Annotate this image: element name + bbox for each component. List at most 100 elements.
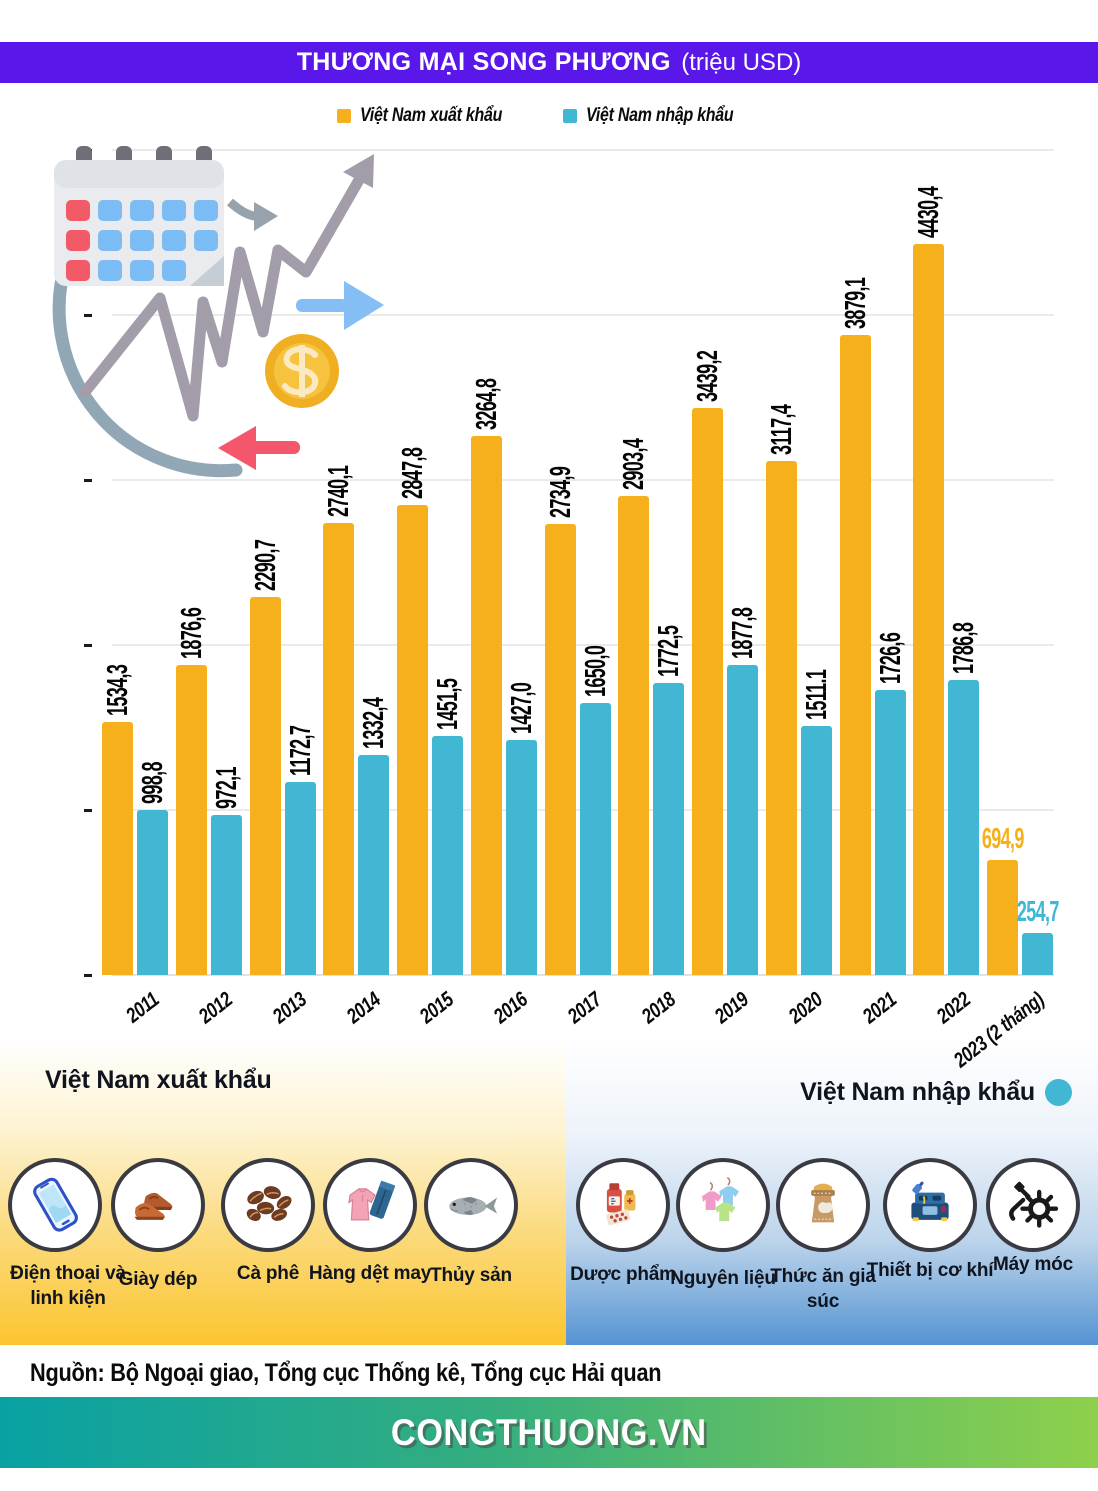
import-product-circle: [676, 1158, 770, 1252]
export-bar-label: 1876,6: [175, 607, 208, 659]
import-bar: [580, 703, 611, 975]
source-text: Nguồn: Bộ Ngoại giao, Tổng cục Thống kê,…: [30, 1359, 662, 1387]
calendar-icon: [54, 146, 224, 286]
x-axis-label: 2015: [415, 988, 459, 1029]
animal-feed-icon: [811, 1183, 835, 1223]
export-product-circle: [323, 1158, 417, 1252]
y-axis-tick: [84, 479, 92, 482]
trade-trend-illustration-icon: [52, 146, 384, 478]
export-bar-label: 2734,9: [544, 466, 577, 518]
legend-item-import: Việt Nam nhập khẩu: [562, 105, 762, 127]
x-axis-label: 2022: [932, 988, 975, 1029]
machinery-icon: [1009, 1181, 1059, 1228]
export-bar-label: 4430,4: [912, 186, 945, 238]
zigzag-growth-arrow-icon: [79, 154, 374, 422]
x-axis-label: 2021: [858, 988, 901, 1029]
import-product-label: Thiết bị cơ khí: [866, 1260, 994, 1281]
footer-bar: CONGTHUONG.VN: [0, 1397, 1098, 1468]
import-section-heading: Việt Nam nhập khẩu: [800, 1078, 1035, 1106]
blue-right-arrow-icon: [296, 281, 384, 330]
import-bar: [875, 690, 906, 975]
y-axis-tick: [84, 314, 92, 317]
title-bar: THƯƠNG MẠI SONG PHƯƠNG (triệu USD): [0, 42, 1098, 83]
red-left-arrow-icon: [218, 426, 300, 470]
export-bar-label: 1534,3: [101, 664, 134, 716]
phone-icon: [33, 1177, 78, 1232]
import-bar-label: 1650,0: [579, 645, 612, 697]
gridline: [112, 479, 1054, 481]
legend-item-export: Việt Nam xuất khẩu: [336, 105, 529, 127]
x-axis-label: 2017: [563, 988, 606, 1029]
import-section-heading-row: Việt Nam nhập khẩu: [800, 1078, 1072, 1107]
import-bar-label: 972,1: [210, 767, 243, 809]
chart-legend: Việt Nam xuất khẩu Việt Nam nhập khẩu: [0, 103, 1098, 129]
export-product-label: Điện thoại và linh kiện: [10, 1263, 126, 1309]
import-bar-label: 1511.1: [800, 669, 833, 720]
cycle-arc-icon: [52, 255, 243, 478]
import-product-label: Máy móc: [993, 1254, 1073, 1275]
export-bar-label: 3117,4: [765, 404, 798, 455]
import-bar: [358, 755, 389, 975]
import-product-label: Thức ăn gia súc: [770, 1266, 876, 1312]
gridline: [112, 974, 1054, 976]
x-axis-label: 2016: [489, 988, 532, 1029]
export-product-label: Cà phê: [236, 1263, 300, 1284]
x-axis-label: 2019: [710, 988, 754, 1029]
import-bar: [727, 665, 758, 975]
y-axis-tick: [84, 809, 92, 812]
export-bar: [545, 524, 576, 975]
page-title-unit: (triệu USD): [681, 49, 802, 76]
export-bar-label: 2847,8: [396, 447, 429, 499]
export-bar-label: 694,9: [981, 823, 1025, 855]
export-product-circle: [8, 1158, 102, 1252]
small-right-arrow-icon: [227, 198, 278, 231]
legend-label-export: Việt Nam xuất khẩu: [359, 105, 502, 126]
export-bar: [323, 523, 354, 975]
import-bar-label: 1332,4: [357, 697, 390, 749]
export-bar: [987, 860, 1018, 975]
x-axis-label: 2013: [268, 988, 311, 1029]
shoes-icon: [134, 1192, 173, 1220]
textile-icon: [348, 1180, 396, 1221]
export-bar-label: 3439,2: [691, 350, 724, 402]
export-product-label: Giày dép: [118, 1269, 198, 1290]
export-bar: [176, 665, 207, 975]
export-bar-label: 3879,1: [839, 277, 872, 329]
import-bar: [948, 680, 979, 975]
gridline: [112, 149, 1054, 151]
medicine-icon: [606, 1183, 636, 1226]
import-bar-label: 998,8: [136, 762, 169, 804]
import-bar: [137, 810, 168, 975]
x-axis-label: 2012: [194, 988, 237, 1029]
import-product-circle: [986, 1158, 1080, 1252]
dollar-coin-icon: [265, 334, 339, 408]
import-bar-label: 1786,8: [947, 622, 980, 674]
export-swatch-icon: [336, 109, 351, 123]
import-bar: [801, 726, 832, 975]
gridline: [112, 314, 1054, 316]
import-product-circle: [883, 1158, 977, 1252]
export-bar: [250, 597, 281, 975]
import-bar: [211, 815, 242, 975]
import-product-circle: [776, 1158, 870, 1252]
x-axis-label: 2014: [342, 988, 385, 1029]
import-bar-label: 254,7: [1016, 896, 1060, 928]
export-product-circle: [424, 1158, 518, 1252]
import-bar-label: 1726,6: [874, 632, 907, 684]
x-axis-label: 2011: [121, 988, 164, 1028]
export-product-circle: [111, 1158, 205, 1252]
import-color-dot-icon: [1045, 1079, 1072, 1106]
page-title: THƯƠNG MẠI SONG PHƯƠNG: [296, 48, 671, 76]
import-product-label: Dược phẩm: [570, 1264, 676, 1285]
y-axis-tick: [84, 974, 92, 977]
coffee-icon: [246, 1186, 292, 1222]
x-axis-label: 2020: [784, 988, 827, 1029]
import-bar: [432, 736, 463, 975]
import-bar-label: 1172,7: [284, 725, 317, 776]
fish-icon: [449, 1196, 498, 1215]
export-bar: [840, 335, 871, 975]
mechanical-equipment-icon: [911, 1181, 949, 1222]
footer-site-name: CONGTHUONG.VN: [391, 1411, 707, 1453]
